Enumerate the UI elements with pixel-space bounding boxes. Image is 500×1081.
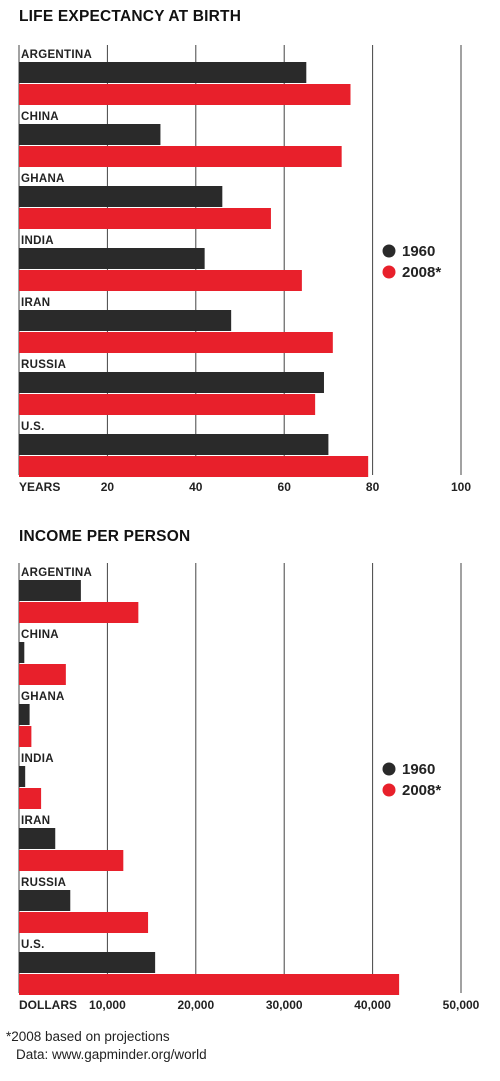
income-category-label: IRAN — [21, 815, 50, 827]
income-category-label: RUSSIA — [21, 877, 66, 889]
data-source: Data: www.gapminder.org/world — [16, 1047, 207, 1062]
legend-label-2008: 2008* — [402, 782, 441, 799]
legend-dot-2008 — [382, 265, 396, 279]
legend-dot-1960 — [382, 762, 396, 776]
legend-label-1960: 1960 — [402, 761, 435, 778]
legend-label-1960: 1960 — [402, 243, 435, 260]
income-bar-2008 — [19, 664, 66, 685]
life-bar-1960 — [19, 186, 223, 207]
legend-label-2008: 2008* — [402, 264, 441, 281]
life-expectancy-title: LIFE EXPECTANCY AT BIRTH — [19, 8, 242, 25]
income-bar-1960 — [19, 766, 26, 787]
life-tick-label: 80 — [366, 480, 380, 494]
life-tick-label: 60 — [278, 480, 292, 494]
legend-dot-1960 — [382, 244, 396, 258]
income-chart: ARGENTINA CHINA GHANA INDIA IRAN RUSSIA U.S. DO… — [18, 563, 480, 1012]
income-bar-2008 — [19, 912, 149, 933]
life-category-label: INDIA — [21, 235, 54, 247]
footnote: *2008 based on projections Data: www.gap… — [6, 1028, 207, 1064]
life-category-label: U.S. — [21, 421, 45, 433]
income-bar-2008 — [19, 726, 32, 747]
life-bar-1960 — [19, 310, 232, 331]
life-bar-2008 — [19, 394, 316, 415]
life-bar-1960 — [19, 124, 161, 145]
life-category-label: RUSSIA — [21, 359, 66, 371]
life-tick-label: 100 — [451, 480, 471, 494]
life-bar-1960 — [19, 248, 205, 269]
life-bar-2008 — [19, 270, 302, 291]
income-bar-1960 — [19, 890, 71, 911]
income-category-label: GHANA — [21, 691, 65, 703]
income-bar-1960 — [19, 642, 25, 663]
income-bar-2008 — [19, 974, 400, 995]
income-bar-1960 — [19, 704, 30, 725]
life-tick-label: 40 — [189, 480, 203, 494]
life-bar-1960 — [19, 434, 329, 455]
income-axis-label: DOLLARS — [19, 998, 77, 1012]
income-category-label: U.S. — [21, 939, 45, 951]
income-bar-2008 — [19, 788, 42, 809]
income-bar-2008 — [19, 850, 124, 871]
income-category-label: INDIA — [21, 753, 54, 765]
income-tick-label: 50,000 — [443, 998, 480, 1012]
income-bar-1960 — [19, 828, 56, 849]
legend-dot-2008 — [382, 783, 396, 797]
income-tick-label: 20,000 — [177, 998, 214, 1012]
life-expectancy-chart: ARGENTINA CHINA GHANA INDIA IRAN RUSSIA U.S. YE… — [18, 45, 471, 494]
income-category-label: ARGENTINA — [21, 567, 92, 579]
projection-note: *2008 based on projections — [6, 1029, 170, 1044]
life-bar-2008 — [19, 146, 342, 167]
life-bar-2008 — [19, 456, 369, 477]
life-bar-2008 — [19, 332, 333, 353]
income-tick-label: 10,000 — [89, 998, 126, 1012]
income-bar-1960 — [19, 952, 156, 973]
income-category-label: CHINA — [21, 629, 59, 641]
income-bar-2008 — [19, 602, 139, 623]
life-bar-2008 — [19, 84, 351, 105]
income-tick-label: 40,000 — [354, 998, 391, 1012]
life-category-label: GHANA — [21, 173, 65, 185]
life-bar-1960 — [19, 372, 324, 393]
income-bar-1960 — [19, 580, 81, 601]
life-category-label: IRAN — [21, 297, 50, 309]
life-category-label: ARGENTINA — [21, 49, 92, 61]
life-tick-label: 20 — [101, 480, 115, 494]
life-axis-label: YEARS — [19, 480, 60, 494]
income-title: INCOME PER PERSON — [19, 528, 191, 545]
life-category-label: CHINA — [21, 111, 59, 123]
life-bar-1960 — [19, 62, 307, 83]
income-tick-label: 30,000 — [266, 998, 303, 1012]
life-bar-2008 — [19, 208, 271, 229]
